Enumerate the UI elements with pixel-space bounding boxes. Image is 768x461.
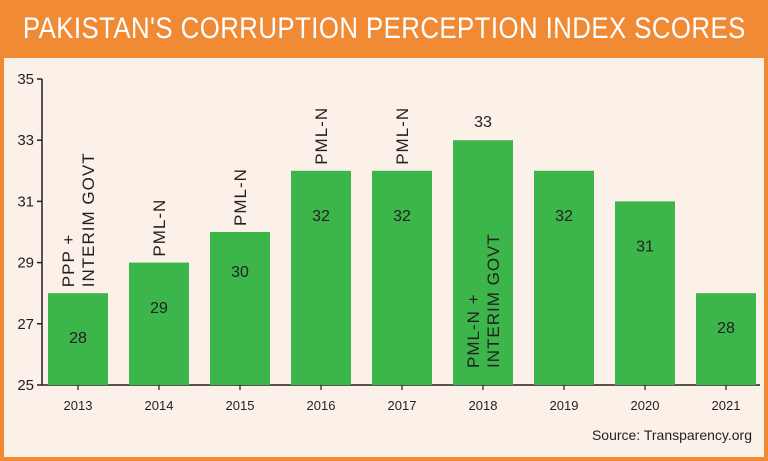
y-tick-label: 33 [17,132,34,149]
data-label: 32 [312,208,330,225]
bar [291,170,351,385]
y-tick-label: 35 [17,71,34,88]
bar [696,293,756,385]
party-annotation: PML-N [312,107,331,165]
bar [129,262,189,385]
data-label: 29 [150,300,168,317]
x-tick-label: 2017 [388,398,417,413]
x-tick-label: 2021 [712,398,741,413]
party-annotation: PML-N [150,199,169,257]
bar [534,170,594,385]
y-tick-label: 27 [17,316,34,333]
x-tick-label: 2015 [226,398,255,413]
party-annotation: PML-N + [464,293,483,368]
bar [210,232,270,385]
party-annotation: PML-N [393,107,412,165]
x-tick-label: 2018 [469,398,498,413]
y-tick-label: 31 [17,193,34,210]
title-bar: PAKISTAN'S CORRUPTION PERCEPTION INDEX S… [0,0,768,58]
party-annotation: INTERIM GOVT [484,233,503,368]
bar [615,201,675,385]
chart-title: PAKISTAN'S CORRUPTION PERCEPTION INDEX S… [22,12,746,45]
y-tick-label: 25 [17,377,34,394]
data-label: 31 [636,238,654,255]
source-note: Source: Transparency.org [591,427,752,443]
data-label: 28 [69,330,87,347]
data-label: 28 [717,320,735,337]
x-tick-label: 2013 [64,398,93,413]
data-label: 30 [231,264,249,281]
y-tick-label: 29 [17,255,34,272]
bar [453,140,513,385]
x-tick-label: 2019 [550,398,579,413]
data-label: 33 [474,114,492,131]
bar [372,170,432,385]
data-label: 32 [393,208,411,225]
bar [48,293,108,385]
x-tick-label: 2020 [631,398,660,413]
x-tick-label: 2016 [307,398,336,413]
party-annotation: INTERIM GOVT [79,152,98,287]
x-tick-label: 2014 [145,398,174,413]
data-label: 32 [555,208,573,225]
party-annotation: PML-N [231,168,250,226]
party-annotation: PPP + [59,234,78,287]
